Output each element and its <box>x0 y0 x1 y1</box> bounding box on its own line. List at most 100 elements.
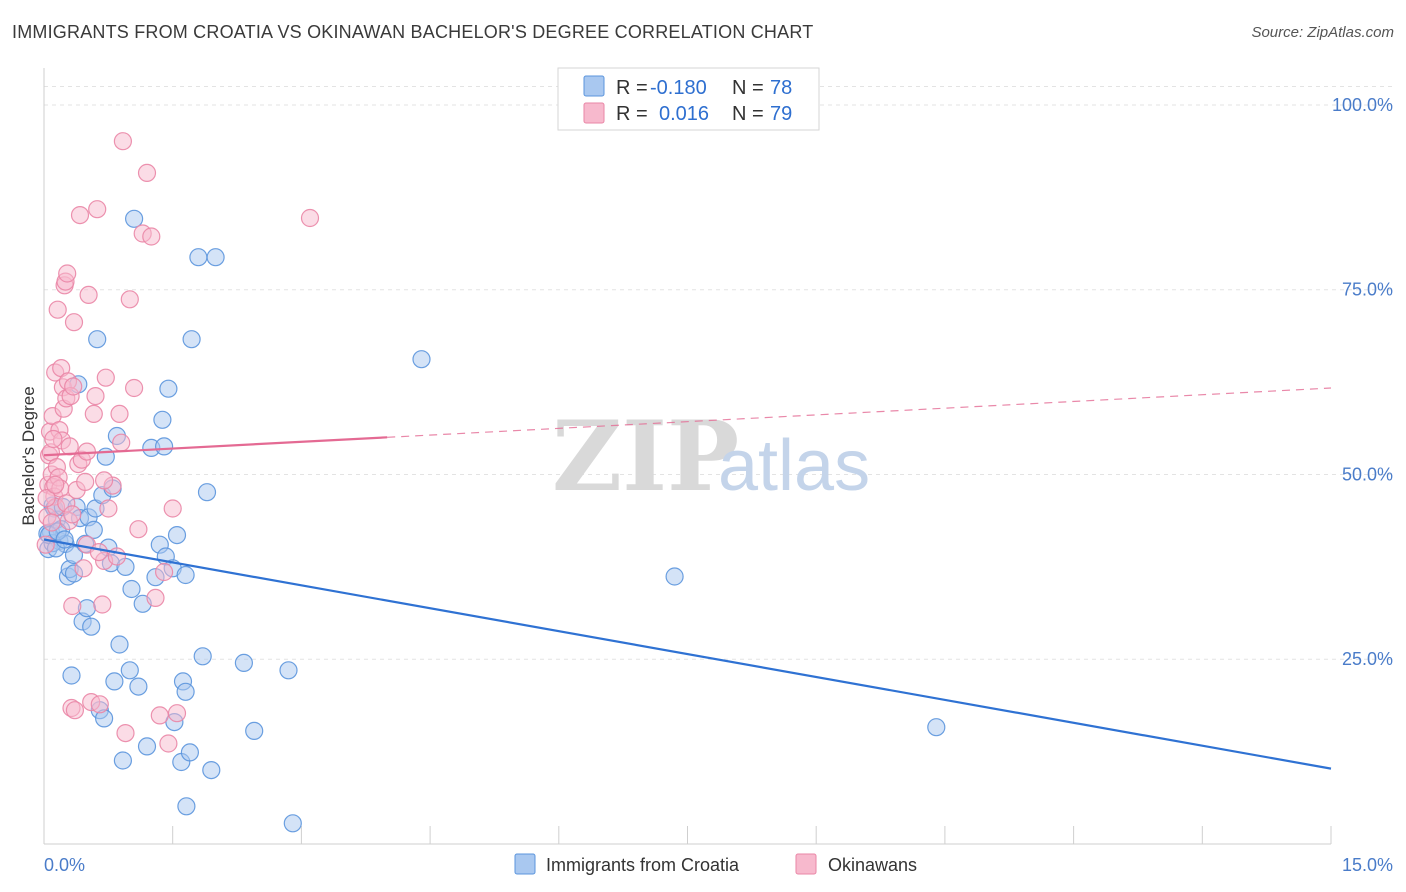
legend-n-value-1: 78 <box>770 77 792 99</box>
croatia-point-35 <box>120 661 139 680</box>
okinawan-point-77 <box>94 471 114 490</box>
croatia-point-47 <box>159 379 178 398</box>
okinawan-point-52 <box>110 404 129 423</box>
okinawan-point-42 <box>84 404 103 423</box>
croatia-point-44 <box>153 410 172 429</box>
croatia-point-57 <box>193 647 212 666</box>
y-tick-labels: 25.0% 50.0% 75.0% 100.0% <box>1332 95 1393 669</box>
okinawan-point-55 <box>116 723 135 743</box>
x-tick-labels: 0.0% 15.0% <box>44 855 1393 875</box>
croatia-point-66 <box>412 350 431 369</box>
bottom-legend: Immigrants from Croatia Okinawans <box>514 853 917 875</box>
okinawan-point-38 <box>76 472 95 491</box>
bottom-legend-label-croatia: Immigrants from Croatia <box>546 855 740 875</box>
legend-n-label-1: N = <box>732 77 764 99</box>
watermark-zip: ZIP <box>552 400 739 513</box>
okinawan-point-37 <box>74 559 93 578</box>
bottom-legend-swatch-pink <box>795 853 817 875</box>
okinawan-point-13 <box>48 300 67 319</box>
grid-lines <box>44 85 1392 660</box>
okinawan-point-49 <box>99 499 118 518</box>
okinawan-point-44 <box>88 200 107 219</box>
okinawan-point-65 <box>159 734 178 753</box>
croatia-point-56 <box>176 682 195 701</box>
croatia-point-64 <box>279 661 298 680</box>
y-tick-label-2: 75.0% <box>1342 280 1393 300</box>
croatia-point-36 <box>122 579 141 599</box>
croatia-point-32 <box>110 635 129 654</box>
okinawan-point-40 <box>79 285 98 304</box>
okinawan-point-29 <box>63 596 82 616</box>
croatia-point-19 <box>82 617 101 636</box>
croatia-point-30 <box>105 672 124 691</box>
y-axis-label: Bachelor's Degree <box>19 386 38 525</box>
croatia-point-22 <box>88 330 107 349</box>
croatia-point-67 <box>665 567 684 586</box>
legend-n-label-2: N = <box>732 103 764 125</box>
croatia-point-74 <box>55 530 74 549</box>
legend-n-value-2: 79 <box>770 103 792 125</box>
croatia-point-65 <box>283 814 302 833</box>
croatia-point-61 <box>206 248 225 267</box>
legend-r-label-2: R = <box>616 103 648 125</box>
okinawan-point-32 <box>65 701 85 720</box>
chart-source: Source: ZipAtlas.com <box>1251 24 1394 41</box>
croatia-point-59 <box>197 483 217 502</box>
croatia-point-62 <box>234 653 253 673</box>
croatia-point-68 <box>927 718 946 737</box>
croatia-point-45 <box>155 437 174 456</box>
legend-swatch-blue <box>583 75 605 97</box>
legend-swatch-pink <box>583 102 605 124</box>
croatia-point-33 <box>113 751 133 770</box>
croatia-point-50 <box>167 525 187 545</box>
okinawan-point-48 <box>96 368 115 387</box>
croatia-point-12 <box>64 545 84 565</box>
y-tick-label-1: 50.0% <box>1342 464 1393 484</box>
croatia-point-54 <box>180 743 199 762</box>
okinawan-point-71 <box>44 429 63 449</box>
legend-r-value-1: -0.180 <box>650 77 707 99</box>
legend-r-value-2: 0.016 <box>659 103 709 125</box>
okinawan-point-45 <box>90 695 109 714</box>
croatia-point-58 <box>189 248 208 267</box>
okinawan-point-67 <box>167 704 187 723</box>
y-tick-label-3: 100.0% <box>1332 95 1393 115</box>
x-minor-ticks <box>172 826 1332 844</box>
x-tick-label-0: 0.0% <box>44 855 85 875</box>
trend-lines <box>43 387 1332 770</box>
croatia-point-11 <box>62 666 81 685</box>
okinawan-point-30 <box>64 377 83 396</box>
okinawan-point-69 <box>37 489 56 508</box>
okinawan-point-56 <box>120 290 139 309</box>
okinawan-point-60 <box>137 163 157 182</box>
okinawan-point-24 <box>58 264 77 283</box>
okinawan-point-39 <box>77 442 97 461</box>
croatia-point-20 <box>84 520 103 540</box>
okinawan-point-63 <box>150 706 169 725</box>
watermark: ZIP atlas <box>552 400 870 513</box>
okinawan-point-43 <box>86 387 105 406</box>
croatia-point-37 <box>125 209 144 228</box>
croatia-point-53 <box>176 565 195 585</box>
croatia-trend-line <box>43 538 1332 770</box>
okinawan-point-72 <box>46 475 65 494</box>
okinawan-point-35 <box>70 206 90 225</box>
okinawan-point-78 <box>89 542 109 562</box>
croatia-point-75 <box>177 797 196 816</box>
okinawan-point-62 <box>146 588 165 608</box>
okinawan-point-66 <box>163 499 182 518</box>
croatia-point-38 <box>129 677 148 696</box>
okinawan-point-53 <box>112 433 131 452</box>
croatia-point-55 <box>182 330 201 349</box>
bottom-legend-label-okinawans: Okinawans <box>828 855 917 875</box>
okinawan-point-61 <box>142 227 161 246</box>
okinawan-point-46 <box>93 595 112 614</box>
okinawan-trend-line-extension <box>387 387 1332 438</box>
okinawan-point-57 <box>125 378 144 398</box>
stats-legend: R = -0.180 N = 78 R = 0.016 N = 79 <box>557 67 820 131</box>
okinawan-point-26 <box>60 437 79 456</box>
okinawan-point-54 <box>113 132 133 151</box>
bottom-legend-swatch-blue <box>514 853 536 875</box>
okinawan-point-68 <box>300 208 320 228</box>
